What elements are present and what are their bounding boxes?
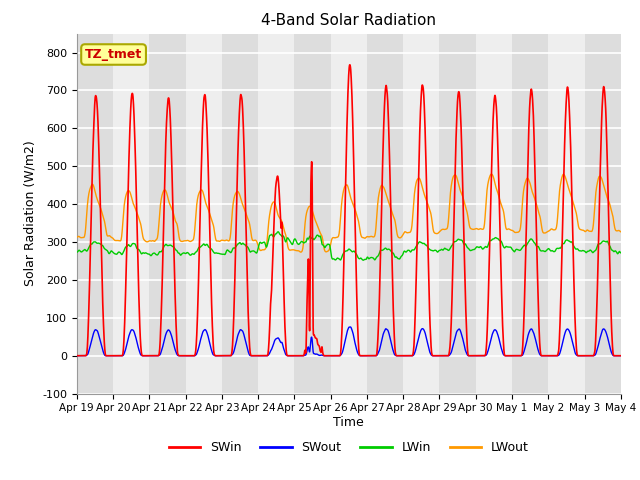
Bar [222, 34, 258, 394]
Bar [77, 34, 113, 394]
Bar [440, 34, 476, 394]
X-axis label: Time: Time [333, 416, 364, 429]
Y-axis label: Solar Radiation (W/m2): Solar Radiation (W/m2) [24, 141, 36, 287]
Bar [149, 34, 186, 394]
Bar [584, 34, 621, 394]
Bar [258, 34, 294, 394]
Bar [331, 34, 367, 394]
Bar [294, 34, 331, 394]
Bar [367, 34, 403, 394]
Legend: SWin, SWout, LWin, LWout: SWin, SWout, LWin, LWout [164, 436, 534, 459]
Title: 4-Band Solar Radiation: 4-Band Solar Radiation [261, 13, 436, 28]
Bar [403, 34, 440, 394]
Bar [476, 34, 512, 394]
Bar [548, 34, 584, 394]
Bar [186, 34, 222, 394]
Bar [113, 34, 149, 394]
Bar [512, 34, 548, 394]
Text: TZ_tmet: TZ_tmet [85, 48, 142, 61]
